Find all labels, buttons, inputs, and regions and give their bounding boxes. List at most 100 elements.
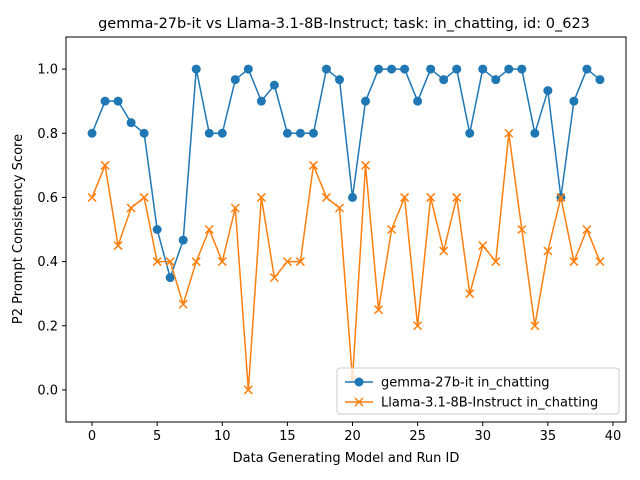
data-point (178, 235, 188, 245)
x-tick-label: 15 (279, 429, 296, 444)
data-point (269, 80, 279, 90)
data-point (87, 128, 97, 138)
x-tick-label: 5 (153, 429, 161, 444)
data-point (504, 64, 514, 74)
data-point (582, 224, 592, 235)
data-point (348, 192, 358, 202)
data-point (113, 96, 123, 106)
data-point (282, 257, 292, 267)
y-axis-label: P2 Prompt Consistency Score (11, 134, 26, 324)
data-point (126, 118, 136, 128)
x-tick-label: 20 (344, 429, 361, 444)
y-tick-label: 0.8 (37, 127, 58, 142)
x-tick-label: 30 (474, 429, 491, 444)
y-axis: 0.0 0.2 0.4 0.6 0.8 1.0 (37, 63, 66, 398)
data-point (165, 257, 175, 267)
data-point (139, 192, 149, 202)
data-point (426, 192, 436, 202)
legend-entry: Llama-3.1-8B-Instruct in_chatting (345, 396, 598, 411)
data-point (243, 64, 253, 74)
data-point (491, 75, 501, 85)
data-point (556, 192, 566, 202)
data-point (204, 128, 214, 138)
legend-label: gemma-27b-it in_chatting (381, 376, 550, 391)
x-tick-label: 0 (88, 429, 96, 444)
data-point (465, 128, 475, 138)
data-point (334, 203, 345, 213)
data-point (374, 305, 384, 315)
y-tick-label: 0.4 (37, 255, 58, 270)
series-1 (87, 128, 605, 395)
y-tick-label: 1.0 (37, 63, 58, 78)
data-point (478, 64, 488, 74)
data-point (204, 224, 214, 235)
data-point (517, 64, 527, 74)
data-point (152, 257, 162, 267)
data-point (452, 192, 462, 202)
legend: gemma-27b-it in_chatting Llama-3.1-8B-Ins… (336, 367, 620, 415)
data-point (569, 96, 579, 106)
legend-entry: gemma-27b-it in_chatting (345, 376, 550, 391)
data-point (465, 289, 475, 299)
data-point (595, 75, 605, 85)
data-point (87, 192, 97, 202)
data-point (178, 299, 188, 309)
data-point (582, 64, 592, 74)
data-point (361, 96, 371, 106)
data-point (165, 273, 175, 283)
data-point (217, 128, 227, 138)
data-point (308, 160, 318, 170)
data-point (308, 128, 318, 138)
data-point (191, 64, 201, 74)
y-tick-label: 0.2 (37, 319, 58, 334)
data-point (413, 321, 423, 331)
data-point (491, 257, 501, 267)
data-point (100, 160, 110, 170)
data-point (530, 321, 540, 331)
data-point (400, 64, 410, 74)
data-point (191, 257, 201, 267)
data-point (387, 224, 397, 235)
data-point (387, 64, 397, 74)
y-tick-label: 0.6 (37, 191, 58, 206)
data-point (295, 128, 305, 138)
x-tick-label: 10 (214, 429, 231, 444)
data-point (321, 192, 331, 202)
data-point (217, 257, 227, 267)
data-point (113, 241, 123, 251)
data-point (400, 192, 410, 202)
data-point (282, 128, 292, 138)
legend-marker (354, 377, 364, 387)
data-point (256, 96, 266, 106)
data-point (230, 203, 240, 213)
data-point (295, 257, 305, 267)
data-point (413, 96, 423, 106)
data-point (439, 75, 449, 85)
legend-label: Llama-3.1-8B-Instruct in_chatting (381, 396, 598, 411)
data-point (100, 96, 110, 106)
data-point (517, 224, 527, 235)
data-point (426, 64, 436, 74)
data-point (152, 225, 162, 234)
data-point (452, 64, 462, 74)
x-axis: 0 5 10 15 20 25 30 35 40 (88, 422, 621, 444)
data-point (478, 241, 488, 251)
legend-marker (354, 397, 364, 407)
data-point (439, 246, 449, 256)
legend-box (336, 367, 620, 415)
data-point (256, 192, 266, 202)
data-point (321, 64, 331, 74)
data-point (543, 86, 553, 96)
x-tick-label: 35 (540, 429, 557, 444)
y-tick-label: 0.0 (37, 383, 58, 398)
data-point (595, 257, 605, 267)
data-point (504, 128, 514, 138)
x-tick-label: 40 (605, 429, 622, 444)
data-point (126, 203, 136, 213)
data-point (139, 128, 149, 138)
data-point (374, 64, 384, 74)
series-line (91, 132, 601, 391)
data-point (361, 160, 371, 170)
data-point (543, 246, 553, 256)
